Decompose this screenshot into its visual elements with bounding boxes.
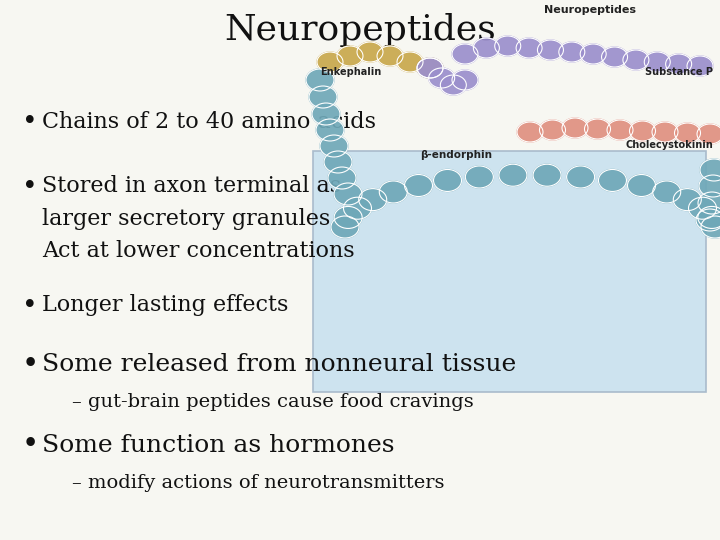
Ellipse shape xyxy=(700,159,720,181)
Ellipse shape xyxy=(607,120,633,140)
Ellipse shape xyxy=(334,206,362,228)
Ellipse shape xyxy=(539,120,565,140)
Text: Enkephalin: Enkephalin xyxy=(320,67,382,77)
Ellipse shape xyxy=(567,166,595,188)
Ellipse shape xyxy=(328,167,356,189)
Ellipse shape xyxy=(337,46,363,66)
Ellipse shape xyxy=(324,151,352,173)
Ellipse shape xyxy=(629,121,655,141)
Ellipse shape xyxy=(473,38,500,58)
Text: – gut-brain peptides cause food cravings: – gut-brain peptides cause food cravings xyxy=(72,393,474,411)
Text: Stored in axon terminal as: Stored in axon terminal as xyxy=(42,176,341,197)
Ellipse shape xyxy=(417,58,443,78)
Ellipse shape xyxy=(441,75,467,95)
Ellipse shape xyxy=(562,118,588,138)
Ellipse shape xyxy=(673,188,701,211)
Ellipse shape xyxy=(452,70,478,90)
Ellipse shape xyxy=(317,52,343,72)
Ellipse shape xyxy=(559,42,585,62)
Ellipse shape xyxy=(652,122,678,142)
Ellipse shape xyxy=(687,56,713,76)
Ellipse shape xyxy=(312,103,340,125)
Ellipse shape xyxy=(644,52,670,72)
Text: •: • xyxy=(22,109,37,134)
Text: •: • xyxy=(22,431,40,460)
Ellipse shape xyxy=(598,170,626,192)
Ellipse shape xyxy=(698,192,720,214)
Text: Chains of 2 to 40 amino acids: Chains of 2 to 40 amino acids xyxy=(42,111,376,132)
Text: •: • xyxy=(22,293,37,318)
Ellipse shape xyxy=(397,52,423,72)
Ellipse shape xyxy=(377,46,403,66)
Text: Substance P: Substance P xyxy=(645,67,713,77)
Ellipse shape xyxy=(653,181,680,203)
Ellipse shape xyxy=(320,135,348,157)
Text: Neuropeptides: Neuropeptides xyxy=(544,5,636,15)
Ellipse shape xyxy=(428,68,454,88)
Ellipse shape xyxy=(516,38,542,58)
Ellipse shape xyxy=(665,54,692,74)
Ellipse shape xyxy=(433,170,462,192)
Ellipse shape xyxy=(675,123,701,143)
Ellipse shape xyxy=(331,216,359,238)
Ellipse shape xyxy=(696,209,720,231)
Ellipse shape xyxy=(465,166,493,188)
Ellipse shape xyxy=(533,164,561,186)
Text: Longer lasting effects: Longer lasting effects xyxy=(42,294,289,316)
Ellipse shape xyxy=(499,164,527,186)
Text: Cholecystokinin: Cholecystokinin xyxy=(625,140,713,150)
Ellipse shape xyxy=(357,42,383,62)
Ellipse shape xyxy=(417,58,443,78)
Text: Neuropeptides: Neuropeptides xyxy=(224,13,496,47)
Text: •: • xyxy=(22,350,40,379)
Ellipse shape xyxy=(343,197,372,219)
Ellipse shape xyxy=(452,44,478,64)
Ellipse shape xyxy=(316,119,344,141)
Text: •: • xyxy=(22,174,37,199)
Text: Act at lower concentrations: Act at lower concentrations xyxy=(42,240,355,262)
Ellipse shape xyxy=(697,124,720,144)
Ellipse shape xyxy=(701,216,720,238)
Ellipse shape xyxy=(698,206,720,228)
Ellipse shape xyxy=(359,188,387,211)
Ellipse shape xyxy=(379,181,408,203)
Ellipse shape xyxy=(537,40,564,60)
FancyBboxPatch shape xyxy=(313,151,706,392)
Ellipse shape xyxy=(309,86,337,108)
Ellipse shape xyxy=(580,44,606,64)
Ellipse shape xyxy=(688,197,716,219)
Ellipse shape xyxy=(628,174,655,197)
Text: – modify actions of neurotransmitters: – modify actions of neurotransmitters xyxy=(72,474,444,492)
Ellipse shape xyxy=(623,50,649,70)
Ellipse shape xyxy=(405,174,433,197)
Text: β-endorphin: β-endorphin xyxy=(420,150,492,160)
Ellipse shape xyxy=(699,175,720,197)
Ellipse shape xyxy=(495,36,521,56)
Ellipse shape xyxy=(334,183,362,205)
Ellipse shape xyxy=(306,69,334,91)
Text: Some function as hormones: Some function as hormones xyxy=(42,434,395,457)
Ellipse shape xyxy=(601,47,628,67)
Ellipse shape xyxy=(585,119,611,139)
Text: larger secretory granules: larger secretory granules xyxy=(42,208,330,230)
Ellipse shape xyxy=(517,122,543,142)
Text: Some released from nonneural tissue: Some released from nonneural tissue xyxy=(42,353,516,376)
